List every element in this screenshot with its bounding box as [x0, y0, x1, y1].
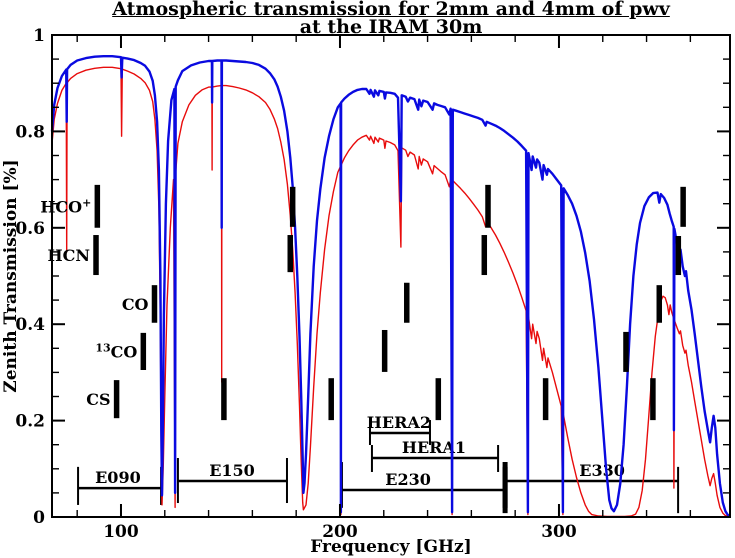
receiver-band-brackets: E090 E150 E230 E330 HERA1 HERA2	[77, 413, 680, 514]
y-tick-label: 0.2	[15, 412, 45, 432]
x-tick-label: 200	[322, 522, 358, 542]
band-E090: E090	[77, 466, 163, 505]
y-tick-label: 1	[33, 26, 45, 46]
y-tick-label: 0.4	[15, 315, 45, 335]
x-tick-label: 100	[103, 522, 139, 542]
y-tick-label: 0	[33, 508, 45, 528]
band-HERA2: HERA2	[367, 413, 431, 445]
chart-title-line1: Atmospheric transmission for 2mm and 4mm…	[112, 0, 670, 20]
chart-title-line2: at the IRAM 30m	[299, 16, 483, 38]
x-tick-label: 300	[541, 522, 577, 542]
band-E150: E150	[176, 458, 288, 504]
band-label-HERA1: HERA1	[402, 438, 466, 457]
band-HERA1: HERA1	[370, 438, 500, 472]
x-axis-label: Frequency [GHz]	[310, 537, 472, 557]
band-label-E090: E090	[95, 468, 141, 487]
molecular-line-markers: HCO+ HCN CO 13CO CS	[40, 184, 686, 421]
band-label-HERA2: HERA2	[367, 413, 431, 432]
curve-2mm-pwv	[50, 55, 731, 518]
band-label-E230: E230	[385, 470, 431, 489]
band-label-E330: E330	[579, 461, 625, 480]
band-label-E150: E150	[209, 461, 255, 480]
band-E230: E230	[340, 462, 508, 508]
molecule-label-HCO+: HCO+	[40, 196, 91, 216]
axis-ticks: 100 200 300 0 0.2 0.4 0.6 0.8 1	[15, 26, 730, 542]
molecule-label-13CO: 13CO	[95, 341, 137, 361]
molecule-label-HCN: HCN	[48, 246, 90, 265]
band-E330: E330	[502, 461, 680, 514]
molecule-label-CO: CO	[122, 295, 149, 314]
y-tick-label: 0.6	[15, 219, 45, 239]
y-axis-label: Zenith Transmission [%]	[1, 159, 21, 393]
molecule-label-CS: CS	[86, 390, 110, 409]
y-tick-label: 0.8	[15, 122, 45, 142]
